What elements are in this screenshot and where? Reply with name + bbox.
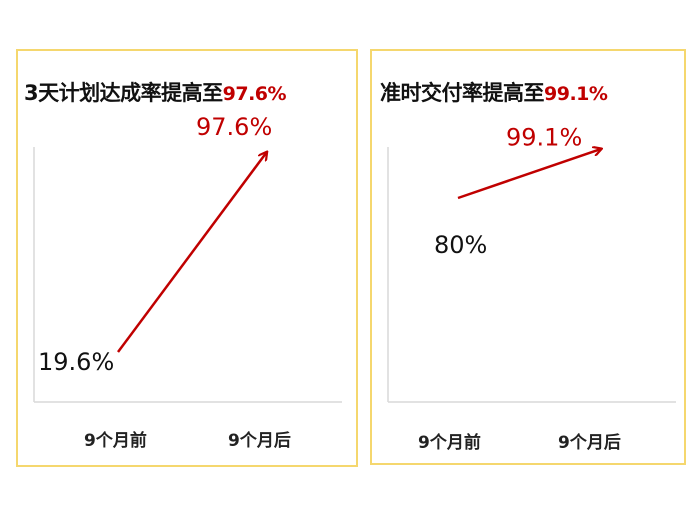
chart-title-highlight: 99.1%	[544, 83, 608, 105]
chart-panel-planning: 3天计划达成率提高至97.6% 19.6% 97.6% 9个月前 9个月后	[16, 49, 358, 467]
chart-title-highlight: 97.6%	[222, 83, 287, 105]
x-tick-label-before: 9个月前	[84, 431, 147, 451]
chart-title: 准时交付率提高至99.1%	[380, 77, 608, 107]
line-chart: 19.6% 97.6%	[33, 113, 342, 403]
series-line-arrow	[457, 149, 600, 200]
data-label-after: 99.1%	[506, 123, 582, 151]
chart-title-text: 3天计划达成率提高至	[24, 81, 223, 105]
series-line-arrow	[116, 153, 266, 353]
x-tick-label-before: 9个月前	[418, 433, 481, 453]
data-label-before: 19.6%	[38, 348, 114, 376]
data-label-after: 97.6%	[196, 113, 272, 141]
chart-title: 3天计划达成率提高至97.6%	[24, 77, 287, 107]
chart-title-text: 准时交付率提高至	[380, 81, 545, 105]
chart-panel-delivery: 准时交付率提高至99.1% 80% 99.1% 9个月前 9个月后	[370, 49, 686, 465]
line-chart: 80% 99.1%	[387, 123, 676, 403]
data-label-before: 80%	[434, 231, 487, 259]
x-tick-label-after: 9个月后	[558, 433, 621, 453]
x-tick-label-after: 9个月后	[228, 431, 291, 451]
